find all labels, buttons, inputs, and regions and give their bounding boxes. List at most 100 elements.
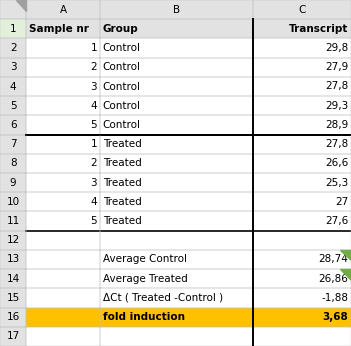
Bar: [26, 231, 100, 250]
Bar: [100, 288, 253, 308]
Bar: [253, 96, 351, 115]
Text: 26,86: 26,86: [318, 274, 348, 284]
Bar: [253, 135, 351, 154]
Text: 5: 5: [91, 120, 97, 130]
Bar: [253, 250, 351, 269]
Text: 8: 8: [10, 158, 16, 169]
Bar: [253, 308, 351, 327]
Text: Control: Control: [103, 101, 141, 111]
Bar: [0, 192, 26, 211]
Text: 13: 13: [7, 255, 20, 264]
Bar: [253, 269, 351, 288]
Bar: [0, 308, 26, 327]
Text: 27,9: 27,9: [325, 62, 348, 72]
Text: 3: 3: [10, 62, 16, 72]
Text: 7: 7: [10, 139, 16, 149]
Bar: [26, 288, 100, 308]
Bar: [26, 38, 100, 58]
Text: 1: 1: [10, 24, 16, 34]
Text: 4: 4: [91, 197, 97, 207]
Bar: [26, 115, 100, 135]
Bar: [253, 38, 351, 58]
Bar: [100, 77, 253, 96]
Text: Control: Control: [103, 62, 141, 72]
Text: 27,8: 27,8: [325, 139, 348, 149]
Text: 6: 6: [10, 120, 16, 130]
Text: Control: Control: [103, 120, 141, 130]
Bar: [253, 0, 351, 19]
Bar: [0, 19, 26, 38]
Bar: [100, 308, 253, 327]
Text: 4: 4: [10, 82, 16, 91]
Bar: [26, 173, 100, 192]
Bar: [100, 38, 253, 58]
Bar: [100, 58, 253, 77]
Text: 11: 11: [7, 216, 20, 226]
Bar: [253, 19, 351, 38]
Bar: [26, 192, 100, 211]
Bar: [0, 173, 26, 192]
Bar: [100, 327, 253, 346]
Bar: [100, 269, 253, 288]
Text: -1,88: -1,88: [321, 293, 348, 303]
Text: 3: 3: [91, 82, 97, 91]
Bar: [253, 231, 351, 250]
Polygon shape: [340, 269, 351, 280]
Text: Treated: Treated: [103, 158, 141, 169]
Text: Treated: Treated: [103, 197, 141, 207]
Bar: [253, 288, 351, 308]
Text: 16: 16: [7, 312, 20, 322]
Text: 27,8: 27,8: [325, 82, 348, 91]
Bar: [100, 231, 253, 250]
Text: 2: 2: [91, 158, 97, 169]
Text: 27,6: 27,6: [325, 216, 348, 226]
Bar: [0, 96, 26, 115]
Bar: [100, 173, 253, 192]
Bar: [100, 135, 253, 154]
Bar: [26, 154, 100, 173]
Bar: [100, 19, 253, 38]
Text: 12: 12: [7, 235, 20, 245]
Text: 14: 14: [7, 274, 20, 284]
Bar: [253, 77, 351, 96]
Text: Control: Control: [103, 43, 141, 53]
Bar: [0, 154, 26, 173]
Polygon shape: [340, 250, 351, 261]
Bar: [0, 58, 26, 77]
Text: Treated: Treated: [103, 139, 141, 149]
Bar: [26, 96, 100, 115]
Text: A: A: [60, 4, 67, 15]
Bar: [0, 0, 26, 19]
Text: 28,9: 28,9: [325, 120, 348, 130]
Bar: [100, 211, 253, 231]
Text: 15: 15: [7, 293, 20, 303]
Text: 1: 1: [91, 43, 97, 53]
Text: 17: 17: [7, 331, 20, 342]
Text: Sample nr: Sample nr: [29, 24, 89, 34]
Bar: [253, 327, 351, 346]
Bar: [100, 192, 253, 211]
Bar: [253, 192, 351, 211]
Text: Average Control: Average Control: [103, 255, 187, 264]
Text: Control: Control: [103, 82, 141, 91]
Bar: [253, 58, 351, 77]
Bar: [253, 115, 351, 135]
Bar: [0, 115, 26, 135]
Bar: [253, 173, 351, 192]
Bar: [26, 19, 100, 38]
Bar: [26, 250, 100, 269]
Bar: [0, 38, 26, 58]
Bar: [0, 288, 26, 308]
Bar: [253, 211, 351, 231]
Text: 28,74: 28,74: [318, 255, 348, 264]
Bar: [0, 135, 26, 154]
Text: 5: 5: [91, 216, 97, 226]
Text: 25,3: 25,3: [325, 177, 348, 188]
Bar: [26, 211, 100, 231]
Text: Treated: Treated: [103, 216, 141, 226]
Bar: [26, 308, 100, 327]
Text: 3: 3: [91, 177, 97, 188]
Text: 29,3: 29,3: [325, 101, 348, 111]
Text: Treated: Treated: [103, 177, 141, 188]
Bar: [0, 327, 26, 346]
